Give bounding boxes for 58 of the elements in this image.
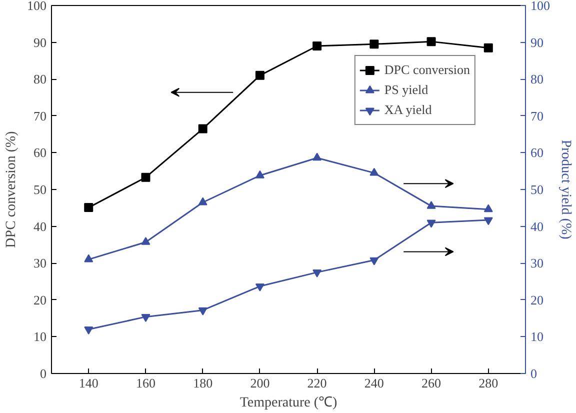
point	[141, 172, 150, 182]
y-tick-label: 90	[34, 34, 46, 50]
point	[484, 43, 493, 52]
y2-tick-label: 10	[530, 329, 544, 344]
y-tick-label: 50	[34, 182, 46, 197]
y2-axis-title: Product yield (%)	[558, 140, 573, 240]
y2-tick-label: 0	[530, 366, 537, 381]
y2-tick-label: 50	[530, 182, 544, 197]
y-tick-label: 20	[34, 292, 46, 308]
point	[84, 254, 94, 262]
legend-label: XA yield	[384, 102, 432, 118]
y2-tick-label: 90	[530, 34, 544, 50]
point	[370, 40, 379, 49]
point	[426, 200, 436, 209]
point	[312, 269, 322, 278]
x-axis-title: Temperature (℃)	[240, 396, 338, 410]
point	[141, 314, 150, 322]
x-tick-label: 220	[307, 376, 327, 390]
x-tick-label: 140	[78, 376, 98, 390]
point	[198, 197, 208, 206]
y-axis-title: DPC conversion (%)	[4, 130, 19, 248]
point	[484, 204, 493, 212]
y-tick-label: 100	[27, 0, 46, 13]
point	[312, 152, 322, 161]
point	[255, 283, 264, 292]
y-tick-label: 70	[34, 108, 46, 124]
x-tick-label: 260	[422, 376, 442, 390]
y2-tick-label: 60	[530, 145, 544, 160]
point	[255, 170, 264, 178]
legend-label: DPC conversion	[384, 62, 470, 78]
point	[141, 237, 150, 245]
y-tick-label: 10	[34, 329, 46, 344]
x-tick-label: 200	[250, 376, 270, 390]
y2-tick-label: 80	[530, 72, 544, 87]
y-tick-label: 40	[34, 218, 46, 234]
y2-tick-label: 20	[530, 292, 544, 308]
y-tick-label: 0	[40, 366, 46, 381]
x-tick-label: 240	[364, 376, 384, 390]
point	[84, 203, 94, 212]
x-tick-label: 180	[193, 376, 213, 390]
y2-tick-label: 30	[530, 256, 544, 271]
y2-tick-label: 40	[530, 218, 544, 234]
point	[255, 70, 264, 80]
x-tick-label: 280	[478, 376, 498, 390]
point	[426, 37, 436, 46]
point	[84, 326, 94, 334]
y2-tick-label: 100	[530, 0, 550, 13]
y2-tick-label: 70	[530, 108, 544, 124]
point	[198, 307, 208, 316]
point	[370, 168, 379, 176]
y-tick-label: 60	[34, 145, 46, 160]
y-tick-label: 80	[34, 72, 46, 87]
legend-label: PS yield	[384, 82, 428, 98]
point	[370, 257, 379, 266]
x-tick-label: 160	[136, 376, 156, 390]
point	[312, 41, 322, 50]
point	[198, 124, 208, 134]
y-tick-label: 30	[34, 256, 46, 271]
